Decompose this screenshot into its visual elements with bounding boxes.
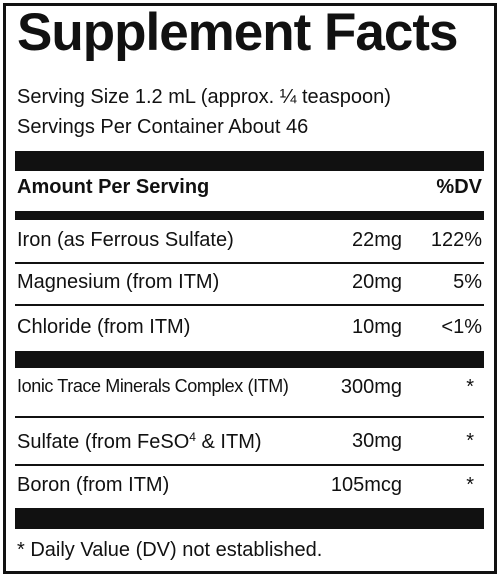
serving-size: Serving Size 1.2 mL (approx. ¼ teaspoon) [17, 86, 391, 108]
row-divider [15, 304, 484, 306]
nutrient-name-chloride: Chloride (from ITM) [17, 316, 191, 338]
medium-divider [15, 211, 484, 220]
servings-per-container: Servings Per Container About 46 [17, 116, 309, 138]
panel-title: Supplement Facts [17, 3, 458, 62]
row-divider [15, 416, 484, 418]
nutrient-name-itm: Ionic Trace Minerals Complex (ITM) [17, 376, 289, 396]
nutrient-amount-sulfate: 30mg [351, 430, 402, 452]
thick-divider-bottom [15, 508, 484, 529]
sulfate-name-prefix: Sulfate (from FeSO [17, 431, 190, 453]
thick-divider-middle [15, 351, 484, 368]
nutrient-name-sulfate: Sulfate (from FeSO4 & ITM) [17, 430, 262, 454]
supplement-facts-panel: Supplement Facts Serving Size 1.2 mL (ap… [3, 3, 497, 574]
nutrient-dv-iron: 122% [430, 229, 482, 251]
sulfate-name-superscript: 4 [189, 430, 196, 444]
nutrient-amount-magnesium: 20mg [351, 271, 402, 293]
nutrient-dv-sulfate: * [466, 430, 474, 452]
nutrient-dv-magnesium: 5% [453, 271, 482, 293]
nutrient-amount-iron: 22mg [351, 229, 402, 251]
nutrient-dv-itm: * [466, 376, 474, 398]
nutrient-amount-chloride: 10mg [351, 316, 402, 338]
nutrient-dv-chloride: <1% [441, 316, 482, 338]
nutrient-amount-itm: 300mg [340, 376, 402, 398]
nutrient-amount-boron: 105mcg [330, 474, 402, 496]
thick-divider-top [15, 151, 484, 171]
amount-per-serving-header: Amount Per Serving [17, 176, 210, 198]
row-divider [15, 262, 484, 264]
row-divider [15, 464, 484, 466]
footnote: * Daily Value (DV) not established. [17, 539, 323, 561]
dv-header: %DV [436, 176, 482, 198]
nutrient-name-iron: Iron (as Ferrous Sulfate) [17, 229, 234, 251]
nutrient-name-boron: Boron (from ITM) [17, 474, 170, 496]
nutrient-dv-boron: * [466, 474, 474, 496]
nutrient-name-magnesium: Magnesium (from ITM) [17, 271, 220, 293]
sulfate-name-suffix: & ITM) [195, 431, 262, 453]
